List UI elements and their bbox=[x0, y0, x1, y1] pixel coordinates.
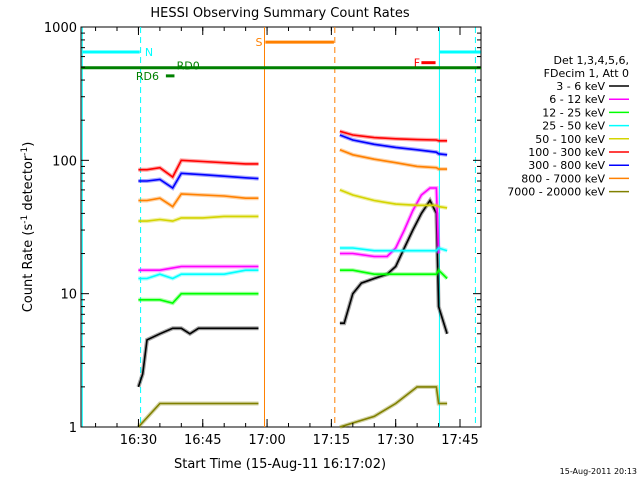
legend-entry-label-1: 6 - 12 keV bbox=[549, 93, 605, 106]
series-3-seg2 bbox=[339, 247, 448, 252]
series-3-seg2-band bbox=[339, 245, 448, 253]
legend-header-0: Det 1,3,4,5,6, bbox=[553, 54, 629, 67]
timestamp: 15-Aug-2011 20:13 bbox=[560, 467, 637, 476]
y-tick-label-3: 1000 bbox=[44, 21, 77, 36]
legend-entry-label-2: 12 - 25 keV bbox=[542, 106, 605, 119]
series-0-seg2 bbox=[339, 198, 448, 335]
saa-flag-label: S bbox=[255, 36, 262, 49]
series-group bbox=[136, 129, 450, 429]
series-6-seg1-band bbox=[138, 171, 259, 191]
series-5-seg1 bbox=[138, 159, 259, 179]
series-4-seg2-band bbox=[339, 188, 448, 210]
legend-entry-label-5: 100 - 300 keV bbox=[528, 146, 605, 159]
x-axis-label: Start Time (15-Aug-11 16:17:02) bbox=[174, 457, 386, 472]
y-axis-label: Count Rate (s-1 detector-1) bbox=[20, 142, 36, 313]
series-0-seg1-band bbox=[136, 326, 259, 388]
series-4-seg1 bbox=[138, 215, 259, 222]
legend-entry-label-6: 300 - 800 keV bbox=[528, 159, 605, 172]
series-8-seg2-band bbox=[339, 384, 448, 429]
series-8-seg1-band bbox=[136, 401, 259, 429]
legend-entry-label-0: 3 - 6 keV bbox=[556, 80, 605, 93]
series-0-seg2-band bbox=[339, 196, 450, 335]
legend-entry-label-8: 7000 - 20000 keV bbox=[507, 186, 605, 199]
series-3-seg1 bbox=[138, 269, 259, 280]
series-3-seg1-band bbox=[138, 268, 259, 281]
x-tick-label-0: 16:30 bbox=[120, 433, 157, 448]
x-tick-label-4: 17:30 bbox=[377, 433, 414, 448]
x-tick-label-1: 16:45 bbox=[184, 433, 221, 448]
plot-frame bbox=[80, 26, 482, 428]
series-5-seg2-band bbox=[339, 129, 448, 143]
series-1-seg1 bbox=[138, 265, 259, 271]
y-tick-label-2: 100 bbox=[52, 154, 77, 169]
y-axis-label-sup2: -1 bbox=[20, 147, 30, 156]
y-axis-label-part1: Count Rate (s bbox=[21, 224, 36, 313]
series-1-seg2-band bbox=[339, 186, 441, 259]
series-5-seg2 bbox=[339, 130, 448, 142]
rd0-flag-label: RD0 bbox=[177, 60, 200, 73]
series-7-seg2 bbox=[339, 149, 448, 170]
series-7-seg1 bbox=[138, 193, 259, 208]
series-1-seg2 bbox=[339, 187, 440, 258]
y-axis-label-part3: ) bbox=[21, 142, 36, 147]
x-tick-label-2: 17:00 bbox=[248, 433, 285, 448]
y-tick-label-0: 1 bbox=[69, 421, 77, 436]
series-5-seg1-band bbox=[138, 158, 259, 180]
y-axis-ticks: 1 10 100 1000 bbox=[44, 21, 481, 436]
night-flag-label: N bbox=[145, 46, 153, 59]
series-2-seg2 bbox=[339, 268, 448, 280]
legend-entry-label-4: 50 - 100 keV bbox=[535, 133, 605, 146]
series-7-seg2-band bbox=[339, 147, 448, 172]
series-2-seg1 bbox=[138, 292, 259, 304]
series-0-seg1 bbox=[137, 327, 259, 388]
rd6-flag-label: RD6 bbox=[136, 70, 159, 83]
flare-flag-label: F bbox=[414, 57, 420, 70]
legend-entry-label-3: 25 - 50 keV bbox=[542, 120, 605, 133]
x-tick-label-3: 17:15 bbox=[313, 433, 350, 448]
vertical-markers bbox=[81, 27, 476, 427]
x-axis-ticks: 16:30 16:45 17:00 17:15 17:30 17:45 bbox=[95, 27, 479, 448]
legend-header-1: FDecim 1, Att 0 bbox=[544, 67, 629, 80]
series-2-seg2-band bbox=[339, 266, 449, 280]
series-4-seg1-band bbox=[138, 214, 259, 224]
x-tick-label-5: 17:45 bbox=[441, 433, 478, 448]
y-axis-label-part2: detector bbox=[21, 155, 36, 215]
series-2-seg1-band bbox=[138, 291, 259, 306]
flags-group: N S F RD0 RD6 bbox=[81, 36, 481, 83]
series-1-seg1-band bbox=[138, 264, 259, 273]
series-4-seg2 bbox=[339, 189, 448, 209]
series-6-seg2-band bbox=[339, 133, 448, 157]
series-8-seg1 bbox=[137, 402, 259, 428]
y-tick-label-1: 10 bbox=[60, 288, 77, 303]
y-axis-label-sup1: -1 bbox=[20, 215, 30, 224]
legend-entry-label-7: 800 - 7000 keV bbox=[521, 172, 605, 185]
series-7-seg1-band bbox=[138, 191, 259, 210]
series-6-seg1 bbox=[138, 172, 259, 190]
legend: Det 1,3,4,5,6,FDecim 1, Att 03 - 6 keV6 … bbox=[507, 54, 629, 199]
series-8-seg2 bbox=[339, 386, 448, 428]
chart-title: HESSI Observing Summary Count Rates bbox=[150, 6, 409, 21]
series-6-seg2 bbox=[339, 134, 448, 156]
